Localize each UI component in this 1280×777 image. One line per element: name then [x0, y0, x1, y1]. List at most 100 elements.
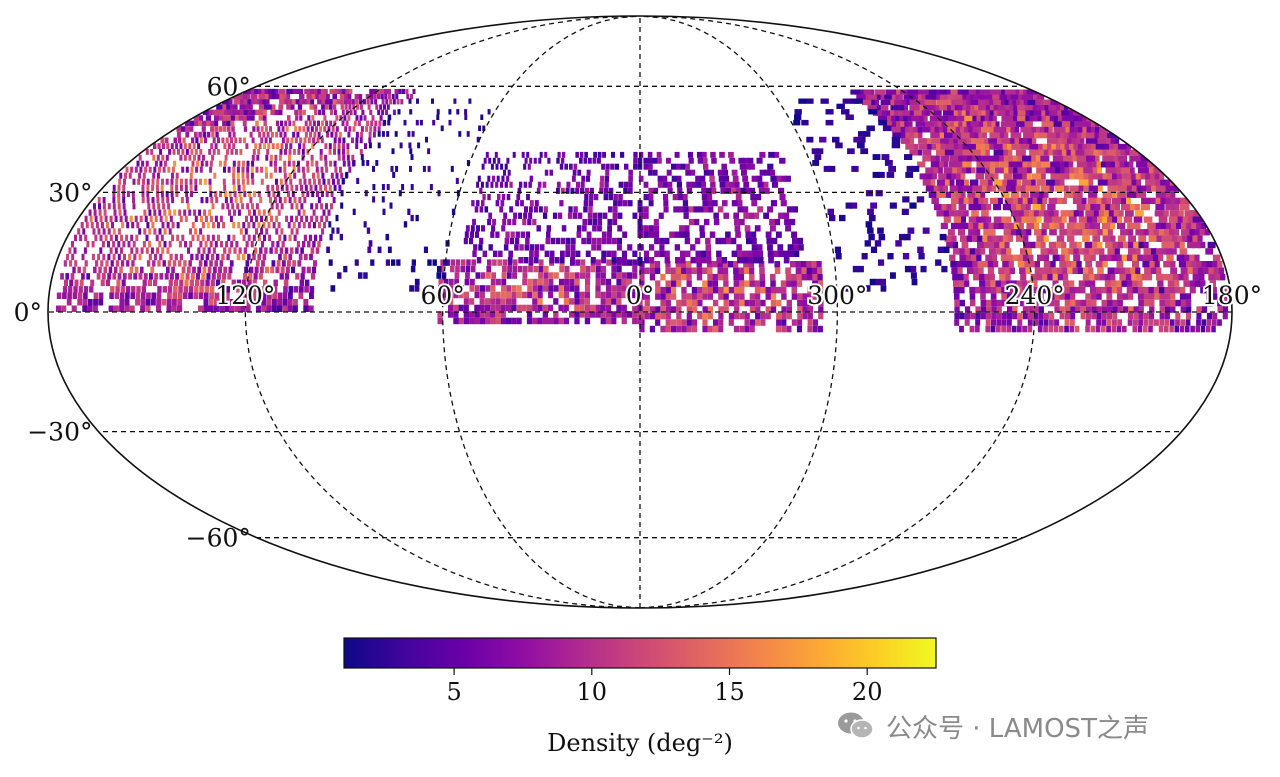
density-cell — [632, 304, 638, 312]
density-cell — [1211, 319, 1217, 326]
density-cell — [109, 247, 113, 254]
density-cell — [383, 119, 387, 126]
density-cell — [702, 293, 708, 300]
density-cell — [207, 266, 212, 274]
density-cell — [796, 280, 803, 287]
density-cell — [516, 285, 522, 292]
density-cell — [1141, 197, 1151, 204]
density-cell — [395, 165, 399, 172]
density-cell — [501, 278, 507, 286]
density-cell — [310, 126, 314, 132]
density-cell — [586, 231, 592, 238]
density-cell — [336, 178, 340, 185]
density-cell — [1090, 286, 1096, 294]
density-cell — [279, 273, 284, 280]
density-cell — [657, 157, 662, 164]
density-cell — [1154, 210, 1164, 217]
density-cell — [684, 237, 691, 245]
density-cell — [1015, 149, 1026, 156]
density-cell — [1097, 197, 1107, 204]
density-cell — [682, 200, 689, 207]
density-cell — [590, 311, 596, 318]
density-cell — [1054, 185, 1064, 192]
density-cell — [205, 197, 209, 204]
density-cell — [953, 280, 959, 287]
density-cell — [209, 160, 213, 167]
density-cell — [1027, 299, 1034, 307]
density-cell — [1157, 222, 1166, 230]
density-cell — [1130, 241, 1139, 249]
density-cell — [580, 181, 585, 188]
density-cell — [1143, 312, 1149, 320]
density-cell — [1040, 248, 1048, 255]
density-cell — [749, 325, 755, 333]
density-cell — [521, 151, 525, 158]
density-cell — [1064, 306, 1071, 313]
density-cell — [763, 212, 770, 219]
density-cell — [1170, 306, 1176, 313]
density-cell — [649, 267, 655, 274]
density-cell — [264, 166, 268, 173]
density-cell — [922, 227, 930, 234]
density-cell — [1004, 197, 1013, 204]
density-cell — [487, 259, 492, 266]
density-cell — [148, 241, 152, 248]
density-cell — [237, 184, 241, 191]
density-cell — [542, 181, 547, 188]
density-cell — [723, 280, 729, 287]
density-cell — [1152, 222, 1161, 230]
density-cell — [739, 299, 745, 307]
density-cell — [579, 304, 585, 312]
density-cell — [242, 115, 247, 121]
density-cell — [605, 169, 610, 176]
density-cell — [250, 94, 258, 100]
density-cell — [275, 215, 279, 222]
density-cell — [164, 137, 169, 144]
density-cell — [956, 138, 967, 144]
density-cell — [269, 126, 272, 132]
density-cell — [997, 241, 1005, 249]
density-cell — [1115, 155, 1127, 162]
density-cell — [1091, 222, 1100, 230]
density-cell — [608, 194, 613, 201]
density-cell — [665, 293, 671, 300]
density-cell — [1138, 155, 1150, 162]
density-cell — [652, 157, 658, 164]
density-cell — [643, 157, 648, 164]
density-cell — [942, 173, 952, 180]
density-cell — [1075, 306, 1081, 313]
density-cell — [1164, 299, 1171, 307]
density-cell — [616, 265, 622, 273]
density-cell — [1082, 273, 1090, 281]
density-cell — [487, 109, 491, 115]
density-cell — [121, 222, 125, 229]
density-cell — [469, 285, 475, 292]
density-cell — [1034, 229, 1042, 236]
density-cell — [1135, 229, 1144, 236]
density-cell — [729, 181, 735, 188]
density-cell — [686, 273, 692, 281]
density-cell — [391, 148, 395, 155]
density-cell — [1027, 325, 1033, 333]
density-cell — [595, 272, 601, 279]
density-cell — [478, 244, 483, 251]
density-cell — [109, 234, 113, 242]
density-cell — [81, 253, 85, 261]
density-cell — [168, 228, 172, 235]
density-cell — [306, 166, 310, 173]
density-cell — [970, 197, 979, 204]
density-cell — [315, 88, 321, 94]
density-cell — [385, 259, 390, 266]
density-cell — [506, 194, 511, 201]
density-cell — [1158, 235, 1167, 242]
density-cell — [675, 163, 681, 170]
density-cell — [471, 259, 476, 266]
density-cell — [858, 131, 867, 137]
density-cell — [794, 109, 802, 115]
density-cell — [670, 267, 676, 274]
density-cell — [229, 299, 235, 306]
density-cell — [676, 299, 682, 307]
density-cell — [670, 306, 677, 313]
density-cell — [285, 266, 290, 274]
density-cell — [561, 225, 567, 232]
